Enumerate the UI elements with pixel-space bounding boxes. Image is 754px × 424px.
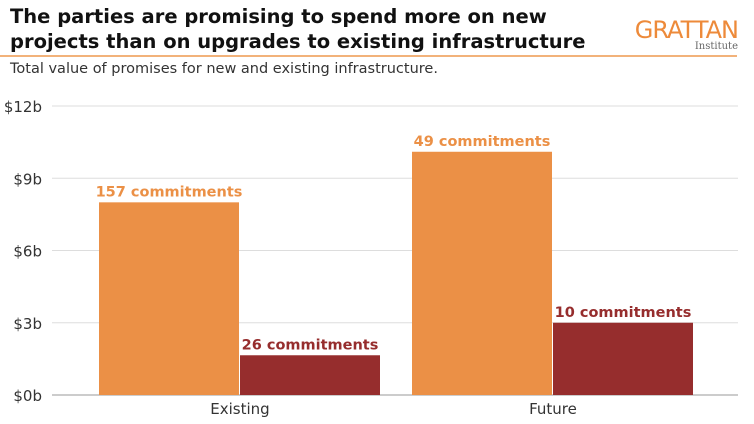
data-label: 157 commitments — [96, 184, 243, 200]
bar — [553, 322, 693, 395]
y-tick-label: $3b — [13, 315, 42, 333]
logo-name: GRATTAN — [634, 16, 739, 44]
x-tick-label: Future — [529, 400, 577, 418]
y-tick-label: $12b — [4, 98, 42, 116]
grattan-logo: GRATTAN Institute — [634, 16, 739, 52]
bar — [240, 355, 380, 395]
y-tick-label: $6b — [13, 243, 42, 261]
chart-title: The parties are promising to spend more … — [10, 5, 586, 53]
y-tick-label: $9b — [13, 170, 42, 188]
bar — [412, 151, 552, 395]
bar — [99, 202, 239, 395]
logo-sub: Institute — [694, 41, 738, 52]
y-tick-label: $0b — [13, 387, 42, 405]
title-divider — [0, 55, 737, 57]
data-label: 26 commitments — [242, 337, 379, 353]
data-label: 49 commitments — [414, 134, 551, 150]
chart-subtitle: Total value of promises for new and exis… — [10, 61, 438, 77]
data-label: 10 commitments — [555, 305, 692, 321]
x-tick-label: Existing — [210, 400, 269, 418]
